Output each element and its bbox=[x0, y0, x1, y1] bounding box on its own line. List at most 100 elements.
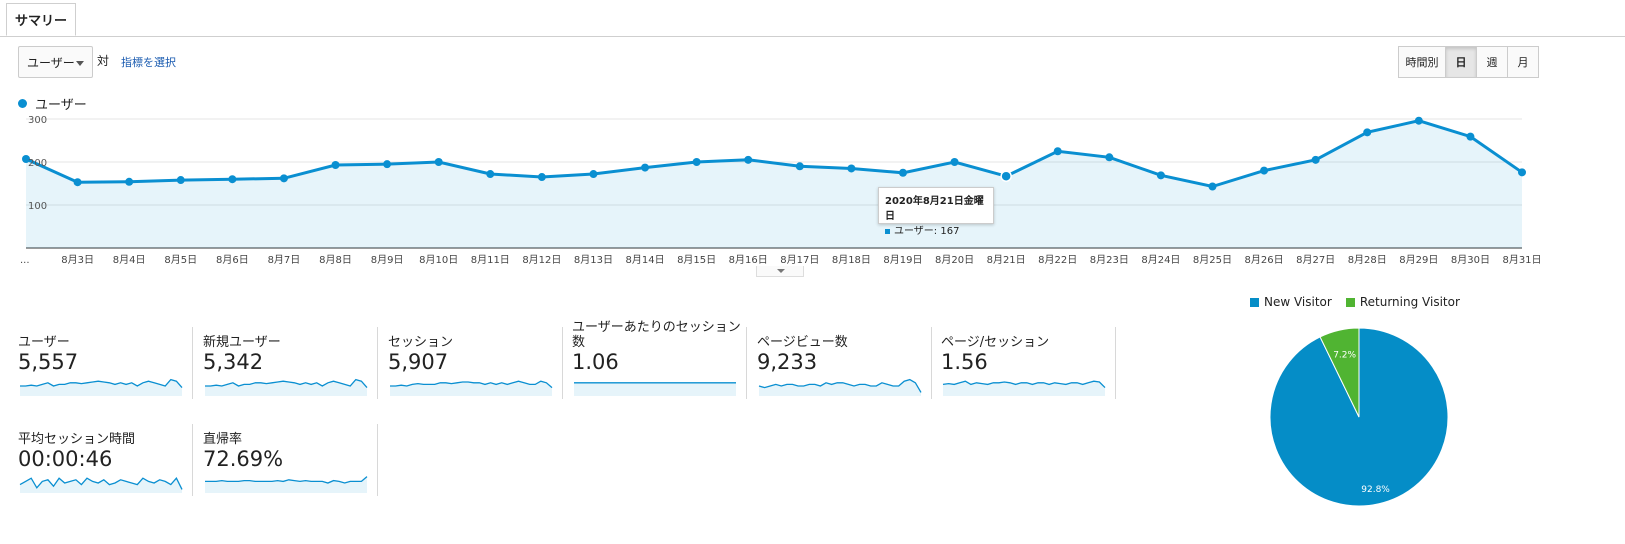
x-tick-label: 8月10日 bbox=[419, 254, 458, 266]
tab-summary[interactable]: サマリー bbox=[6, 3, 76, 36]
chart-legend[interactable]: ユーザー bbox=[18, 94, 87, 113]
data-point[interactable] bbox=[486, 170, 495, 179]
pie-slice-returning-visitor[interactable] bbox=[1319, 327, 1360, 418]
data-point[interactable] bbox=[434, 158, 443, 166]
metric-label: 平均セッション時間 bbox=[18, 432, 136, 447]
metric-label: 新規ユーザー bbox=[203, 335, 281, 350]
data-point[interactable] bbox=[1156, 171, 1165, 180]
data-point[interactable] bbox=[950, 158, 959, 166]
data-point[interactable] bbox=[1105, 153, 1114, 162]
data-point[interactable] bbox=[1260, 166, 1269, 175]
data-point[interactable] bbox=[383, 160, 392, 169]
legend-dot-icon bbox=[18, 99, 27, 108]
metric-label: ユーザーあたりのセッション数 bbox=[572, 320, 741, 350]
metric-label: セッション bbox=[388, 335, 454, 350]
data-point[interactable] bbox=[331, 161, 340, 170]
sparkline bbox=[574, 382, 736, 396]
legend-label: ユーザー bbox=[35, 98, 87, 113]
metric-value: 00:00:46 bbox=[18, 447, 113, 471]
data-point[interactable] bbox=[1414, 116, 1423, 125]
data-point[interactable] bbox=[692, 158, 701, 166]
metric-label: ユーザー bbox=[18, 335, 70, 350]
x-tick-label: 8月19日 bbox=[883, 254, 922, 266]
x-tick-label: 8月18日 bbox=[832, 254, 871, 266]
x-tick-label: 8月6日 bbox=[216, 254, 249, 266]
hourly-button[interactable]: 時間別 bbox=[1398, 46, 1446, 78]
data-point[interactable] bbox=[73, 178, 82, 187]
data-point[interactable] bbox=[641, 163, 650, 172]
data-point[interactable] bbox=[125, 177, 134, 186]
metric-label: 直帰率 bbox=[203, 432, 243, 447]
metric-card[interactable]: セッション 5,907 bbox=[388, 320, 558, 396]
metric-value: 72.69% bbox=[203, 447, 284, 471]
x-tick-label: 8月5日 bbox=[164, 254, 197, 266]
select-metric-link[interactable]: 指標を選択 bbox=[121, 56, 176, 69]
x-tick-label: 8月16日 bbox=[729, 254, 768, 266]
x-tick-label: 8月4日 bbox=[113, 254, 146, 266]
metric-value: 1.06 bbox=[572, 350, 619, 374]
data-point[interactable] bbox=[1311, 155, 1320, 164]
x-tick-label: 8月8日 bbox=[319, 254, 352, 266]
data-point[interactable] bbox=[1208, 182, 1217, 191]
chart-collapse-handle[interactable] bbox=[756, 266, 804, 277]
sparkline bbox=[390, 380, 553, 396]
x-tick-label: 8月7日 bbox=[268, 254, 301, 266]
users-line-chart: 100 200 300 ... 8月3日 8月4日 8月5日 8月6日 8月7日 8月8日 8月9… bbox=[20, 115, 1542, 266]
data-point[interactable] bbox=[279, 174, 288, 183]
monthly-button[interactable]: 月 bbox=[1507, 46, 1539, 78]
x-tick-label: 8月27日 bbox=[1296, 254, 1335, 266]
visitor-pie-chart: 92.8% 7.2% bbox=[1269, 327, 1449, 507]
metric-value: 5,907 bbox=[388, 350, 449, 374]
x-tick-label: 8月31日 bbox=[1502, 254, 1541, 266]
data-point[interactable] bbox=[1000, 170, 1012, 182]
chart-tooltip: 2020年8月21日金曜日 ユーザー: 167 bbox=[878, 187, 994, 237]
data-point[interactable] bbox=[228, 175, 237, 184]
x-tick-label: 8月17日 bbox=[780, 254, 819, 266]
metric-label: ページビュー数 bbox=[757, 335, 848, 350]
metric-value: 1.56 bbox=[941, 350, 988, 374]
card-divider bbox=[377, 327, 378, 399]
weekly-button[interactable]: 週 bbox=[1476, 46, 1508, 78]
metric-card[interactable]: 平均セッション時間 00:00:46 bbox=[18, 417, 188, 493]
data-point[interactable] bbox=[1518, 168, 1526, 177]
data-point[interactable] bbox=[744, 155, 753, 164]
new-visitor-swatch-icon bbox=[1250, 297, 1259, 307]
card-divider bbox=[746, 327, 747, 399]
data-point[interactable] bbox=[795, 162, 804, 171]
pie-legend-new: New Visitor bbox=[1264, 295, 1332, 309]
metric-value: 5,557 bbox=[18, 350, 79, 374]
data-point[interactable] bbox=[537, 173, 546, 182]
y-tick-label: 100 bbox=[28, 201, 47, 212]
daily-button[interactable]: 日 bbox=[1445, 46, 1477, 78]
metric-value: 5,342 bbox=[203, 350, 264, 374]
sparkline bbox=[942, 380, 1106, 396]
card-divider bbox=[931, 327, 932, 399]
chevron-down-icon bbox=[76, 61, 84, 66]
metric-card[interactable]: ページ/セッション 1.56 bbox=[941, 320, 1111, 396]
metric-dropdown-label: ユーザー bbox=[27, 55, 75, 70]
sparkline bbox=[19, 477, 183, 493]
metric-card[interactable]: ユーザー 5,557 bbox=[18, 320, 188, 396]
x-tick-label: 8月28日 bbox=[1348, 254, 1387, 266]
granularity-buttons: 時間別 日 週 月 bbox=[1398, 46, 1539, 78]
x-tick-label: 8月21日 bbox=[987, 254, 1026, 266]
x-tick-label: 8月11日 bbox=[471, 254, 510, 266]
data-point[interactable] bbox=[1053, 147, 1062, 156]
data-point[interactable] bbox=[847, 164, 856, 173]
metric-card[interactable]: ユーザーあたりのセッション数 1.06 bbox=[572, 320, 742, 396]
sparkline bbox=[758, 378, 922, 396]
returning-visitor-swatch-icon bbox=[1345, 297, 1355, 307]
x-tick-label: 8月13日 bbox=[574, 254, 613, 266]
data-point[interactable] bbox=[1466, 132, 1475, 141]
x-tick-label: 8月12日 bbox=[522, 254, 561, 266]
metric-card[interactable]: 新規ユーザー 5,342 bbox=[203, 320, 373, 396]
data-point[interactable] bbox=[589, 170, 598, 179]
data-point[interactable] bbox=[898, 168, 907, 177]
card-divider bbox=[192, 424, 193, 496]
metric-dropdown[interactable]: ユーザー bbox=[18, 46, 93, 78]
data-point[interactable] bbox=[1363, 128, 1372, 137]
data-point[interactable] bbox=[22, 154, 30, 163]
data-point[interactable] bbox=[176, 176, 185, 185]
metric-card[interactable]: 直帰率 72.69% bbox=[203, 417, 373, 493]
metric-card[interactable]: ページビュー数 9,233 bbox=[757, 320, 927, 396]
